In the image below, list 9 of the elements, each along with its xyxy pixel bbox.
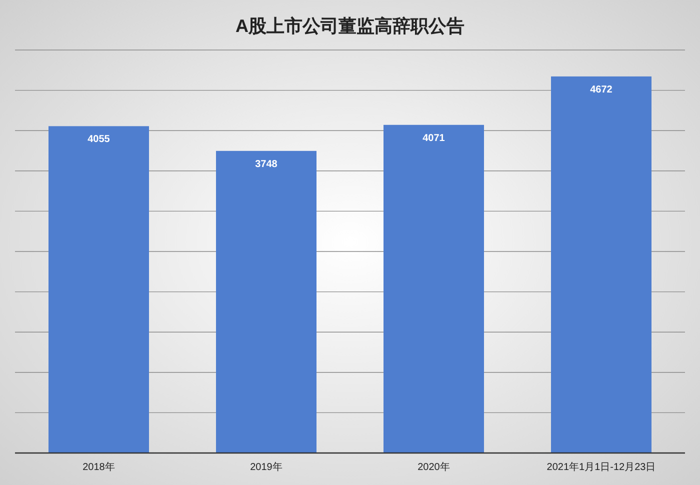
data-label: 4055 (88, 134, 110, 146)
x-tick-label: 2020年 (418, 461, 450, 473)
data-label: 4071 (422, 132, 446, 144)
x-tick-label: 2021年1月1日-12月23日 (546, 461, 656, 473)
x-tick-label: 2018年 (82, 461, 115, 473)
chart-title: A股上市公司董监高辞职公告 (236, 16, 464, 36)
data-label: 3748 (255, 158, 278, 170)
x-tick-label: 2019年 (250, 461, 282, 473)
data-label: 4672 (590, 84, 613, 96)
